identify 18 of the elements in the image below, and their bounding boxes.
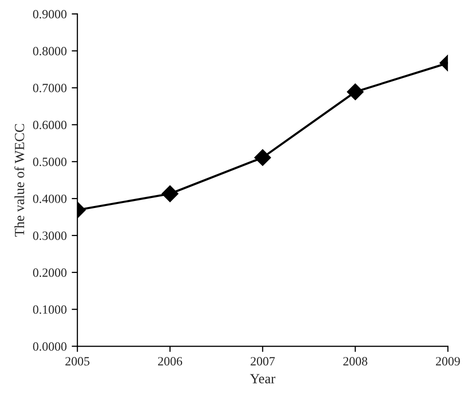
y-tick-label: 0.1000 [33, 305, 66, 314]
y-tick-label: 0.6000 [33, 120, 66, 130]
x-tick-label: 2009 [436, 357, 460, 366]
x-tick-label: 2008 [343, 357, 368, 366]
x-axis-title: Year [250, 374, 276, 384]
y-tick-label: 0.2000 [33, 268, 66, 277]
y-tick-label: 0.3000 [33, 232, 66, 240]
y-tick-label: 0.9000 [33, 10, 66, 18]
y-axis-title: The value of WECC [14, 124, 24, 237]
y-tick-label: 0.8000 [33, 46, 66, 56]
y-tick-label: 0.4000 [33, 194, 66, 204]
point [254, 149, 272, 166]
y-tick-label: 0.7000 [33, 84, 66, 92]
x-tick-label: 2005 [65, 357, 90, 366]
x-tick-label: 2006 [158, 357, 182, 366]
y-tick-label: 0.5000 [33, 158, 66, 166]
x-tick-label: 2007 [250, 357, 275, 366]
y-tick-label: 0.0000 [33, 342, 66, 351]
